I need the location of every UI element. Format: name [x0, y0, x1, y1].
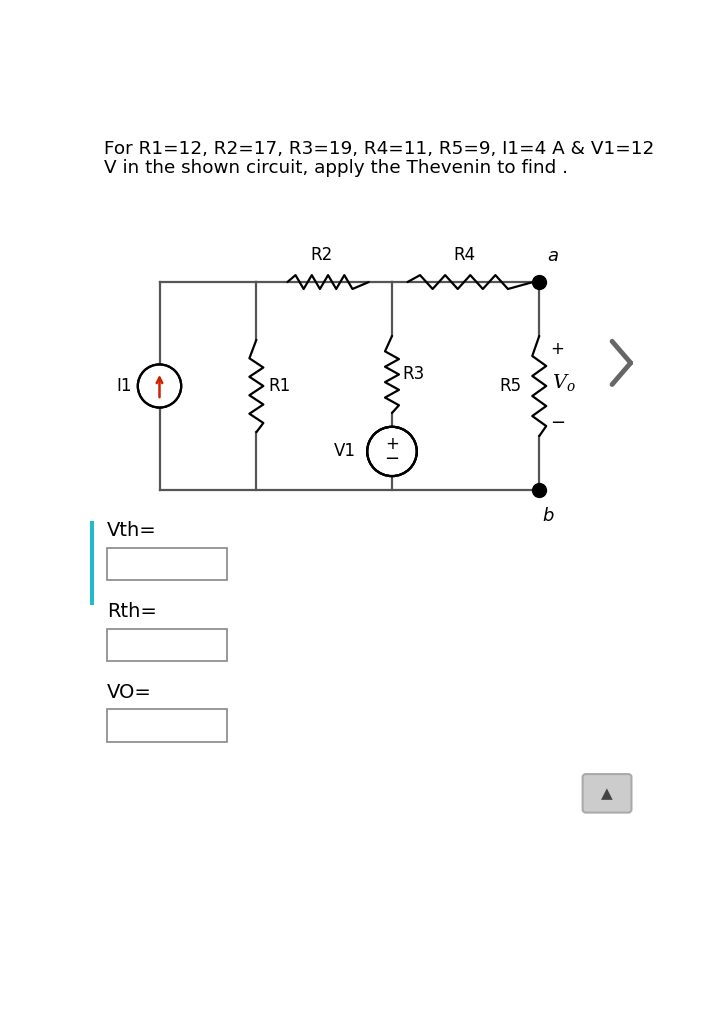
Text: For R1=12, R2=17, R3=19, R4=11, R5=9, I1=4 A & V1=12: For R1=12, R2=17, R3=19, R4=11, R5=9, I1…: [103, 140, 654, 157]
FancyBboxPatch shape: [107, 548, 227, 580]
Text: I1: I1: [117, 377, 132, 395]
Text: R3: R3: [403, 365, 425, 383]
Text: V in the shown circuit, apply the Thevenin to find .: V in the shown circuit, apply the Theven…: [103, 158, 568, 177]
FancyBboxPatch shape: [582, 774, 631, 812]
Text: Vth=: Vth=: [107, 521, 157, 540]
FancyBboxPatch shape: [107, 709, 227, 742]
Text: ▲: ▲: [601, 786, 612, 801]
Text: −: −: [550, 414, 565, 433]
Text: b: b: [542, 507, 554, 525]
Text: R2: R2: [311, 245, 333, 264]
Text: V1: V1: [335, 442, 356, 461]
Circle shape: [367, 426, 417, 476]
Text: +: +: [550, 339, 564, 358]
Text: +: +: [385, 435, 399, 452]
Text: R1: R1: [269, 377, 291, 395]
FancyBboxPatch shape: [107, 628, 227, 661]
Text: a: a: [547, 247, 558, 265]
Text: R5: R5: [499, 377, 521, 395]
Text: −: −: [384, 450, 399, 468]
Text: $V_o$: $V_o$: [551, 372, 575, 392]
FancyBboxPatch shape: [90, 521, 93, 605]
Circle shape: [138, 364, 181, 408]
Text: VO=: VO=: [107, 683, 151, 702]
Text: R4: R4: [453, 245, 475, 264]
Text: Rth=: Rth=: [107, 601, 157, 621]
